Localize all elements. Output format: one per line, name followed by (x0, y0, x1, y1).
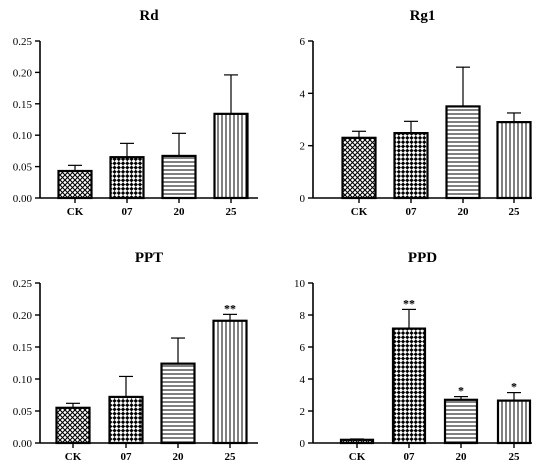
y-tick-label: 10 (294, 278, 306, 290)
x-tick-label: 20 (458, 206, 470, 218)
x-tick-label: 25 (226, 206, 238, 218)
x-tick-label: 25 (509, 206, 521, 218)
bar-07 (109, 156, 145, 200)
significance-label: * (511, 380, 517, 394)
y-tick-label: 0.20 (13, 67, 33, 79)
chart-panel-rd: Rd 0.00 0.05 0.10 0.15 0.20 0.25 CK 07 20 25 (13, 8, 258, 218)
x-tick-label: 20 (173, 451, 185, 463)
y-tick-label: 0.10 (13, 130, 33, 142)
y-tick-label: 6 (300, 342, 306, 354)
bar-07 (108, 395, 144, 445)
y-tick-label: 0.20 (13, 310, 33, 322)
y-tick-label: 0.15 (13, 99, 33, 111)
x-tick-label: 25 (509, 451, 521, 463)
y-tick-label: 0.05 (13, 406, 33, 418)
x-tick-label: 07 (122, 206, 134, 218)
x-tick-label: 20 (456, 451, 468, 463)
x-tick-label: 07 (121, 451, 133, 463)
y-tick-label: 0.25 (13, 278, 33, 290)
y-tick-label: 0.15 (13, 342, 33, 354)
bar-07 (391, 327, 427, 445)
y-tick-label: 0.00 (13, 193, 33, 205)
x-tick-label: CK (351, 206, 368, 218)
bar-20 (443, 398, 479, 445)
bar-25 (496, 399, 532, 445)
y-tick-label: 0.00 (13, 438, 33, 450)
y-tick-label: 4 (300, 88, 306, 100)
chart-panel-rg1: Rg1 0 2 4 6 CK 07 20 25 (300, 8, 532, 218)
bar-ck (341, 136, 377, 200)
bar-25 (213, 112, 249, 200)
x-tick-label: CK (349, 451, 366, 463)
y-tick-label: 2 (300, 406, 306, 418)
chart-title: PPD (408, 250, 437, 266)
y-tick-label: 8 (300, 310, 306, 322)
chart-title: PPT (135, 250, 163, 266)
significance-label: * (458, 384, 464, 398)
y-tick-label: 2 (300, 141, 306, 153)
x-tick-label: CK (67, 206, 84, 218)
y-tick-label: 4 (300, 374, 306, 386)
y-tick-label: 0.25 (13, 36, 33, 48)
chart-title: Rg1 (410, 8, 436, 24)
bar-20 (445, 105, 481, 200)
bar-07 (393, 132, 429, 200)
significance-label: ** (403, 296, 415, 310)
bar-25 (496, 121, 532, 200)
significance-label: ** (224, 301, 236, 315)
chart-panel-ppd: PPD 0 2 4 6 8 10 CK ** 07 * 20 * 25 (294, 250, 532, 463)
x-tick-label: CK (65, 451, 82, 463)
x-tick-label: 07 (404, 451, 416, 463)
x-tick-label: 25 (225, 451, 237, 463)
y-tick-label: 0 (300, 193, 306, 205)
x-tick-label: 20 (174, 206, 186, 218)
y-tick-label: 0 (300, 438, 306, 450)
y-tick-label: 0.05 (13, 162, 33, 174)
y-tick-label: 0.10 (13, 374, 33, 386)
bar-20 (160, 362, 196, 445)
bar-20 (161, 154, 197, 200)
bar-25 (212, 319, 248, 445)
bar-ck (55, 406, 91, 445)
y-tick-label: 6 (300, 36, 306, 48)
bar-ck (57, 169, 93, 200)
x-tick-label: 07 (406, 206, 418, 218)
chart-panel-ppt: PPT 0.00 0.05 0.10 0.15 0.20 0.25 CK 07 20 ** 25 (13, 250, 258, 463)
chart-title: Rd (139, 8, 159, 24)
